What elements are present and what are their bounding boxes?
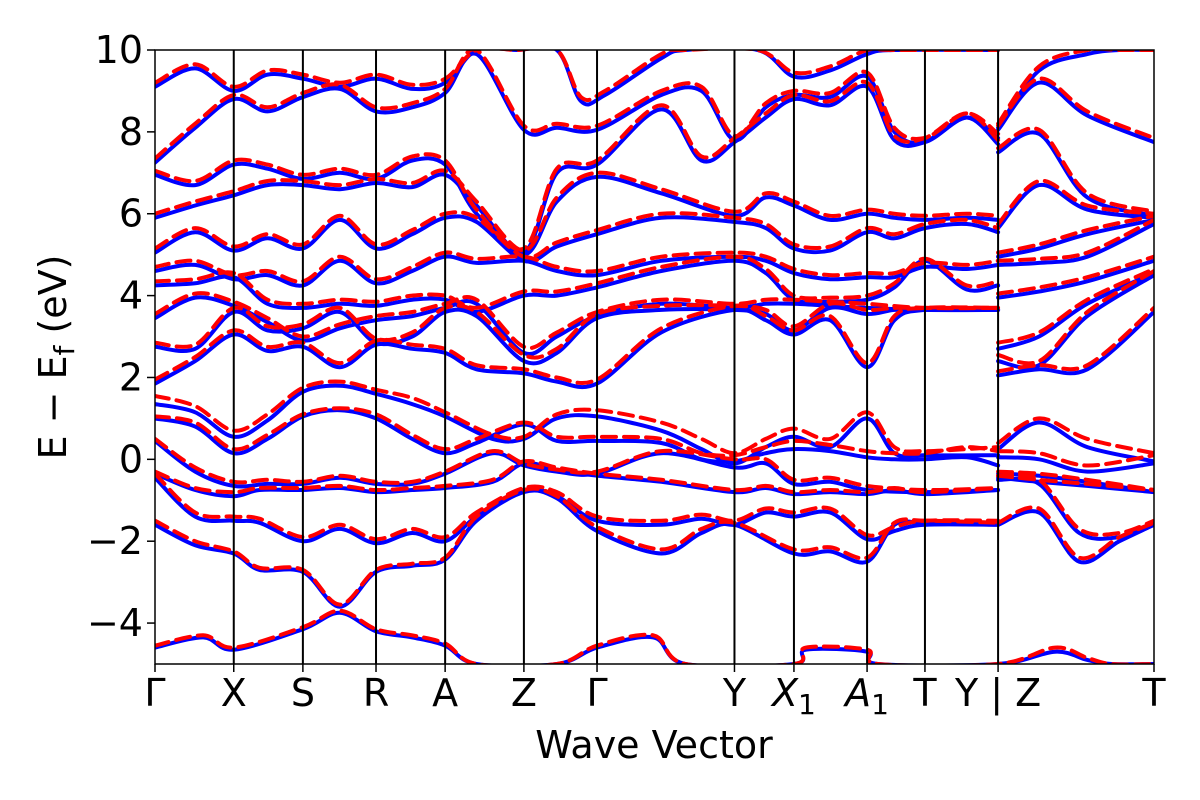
x-tick-label-3: R	[363, 671, 389, 715]
x-tick-label-2: S	[291, 671, 315, 715]
band-dashed-0-seg-0	[155, 608, 1154, 664]
band-solid-15-seg-1	[996, 80, 1154, 145]
band-dashed-6-seg-1	[996, 416, 1154, 456]
band-dashed-5-seg-1	[996, 449, 1154, 468]
y-axis-title-sub: f	[48, 344, 81, 355]
band-dashed-3-seg-0	[155, 458, 1001, 495]
y-tick-label-7: 10	[95, 28, 143, 72]
x-tick-label-8: X1	[770, 671, 816, 721]
high-symmetry-lines	[232, 50, 1000, 664]
band-dashed-7-seg-0	[155, 303, 1001, 385]
x-tick-label-6: Γ	[586, 671, 607, 715]
band-dashed-12-seg-1	[996, 213, 1154, 255]
band-solid-11-seg-0	[155, 254, 1001, 288]
band-dashed-5-seg-0	[155, 406, 1001, 458]
band-dashed-13-seg-0	[155, 168, 1001, 253]
band-dashed-6-seg-0	[155, 379, 1001, 456]
band-dashed-15-seg-0	[155, 50, 1001, 161]
band-dashed-4-seg-1	[996, 469, 1154, 492]
band-solid-4-seg-1	[996, 471, 1154, 495]
band-dashed-14-seg-1	[996, 126, 1154, 214]
x-tick-label-7: Y	[722, 671, 747, 715]
band-solid-6-seg-1	[996, 420, 1154, 464]
band-dashed-15-seg-1	[996, 76, 1154, 140]
band-solid-11-seg-1	[996, 222, 1154, 267]
band-dashed-7-seg-1	[996, 305, 1154, 374]
y-tick-label-3: 2	[119, 355, 143, 399]
x-tick-label-5: Z	[511, 671, 537, 715]
y-axis-title: E − Ef (eV)	[31, 255, 81, 460]
y-axis-title-unit: (eV)	[31, 255, 75, 346]
band-dashed-2-seg-1	[996, 472, 1154, 537]
band-dashed-8-seg-1	[996, 269, 1154, 366]
x-tick-label-9: A1	[842, 671, 889, 721]
band-dashed-11-seg-0	[155, 250, 1001, 284]
band-dashed-4-seg-0	[155, 436, 1001, 493]
band-solid-16-seg-1	[996, 50, 1154, 130]
band-solid-10-seg-1	[996, 258, 1154, 300]
plot-frame	[154, 49, 1155, 665]
x-tick-label-1: X	[221, 671, 247, 715]
band-dashed-10-seg-1	[996, 254, 1154, 296]
band-solid-13-seg-0	[155, 172, 1001, 257]
band-solid-1-seg-1	[996, 509, 1154, 565]
band-dashed-8-seg-0	[155, 301, 1001, 360]
bands-layer	[155, 50, 1154, 664]
band-solid-13-seg-1	[996, 183, 1154, 231]
band-solid-5-seg-1	[996, 455, 1154, 474]
x-tick-label-4: A	[432, 671, 458, 715]
y-tick-label-4: 4	[119, 274, 143, 318]
band-dashed-10-seg-0	[155, 254, 1001, 310]
band-dashed-9-seg-1	[996, 267, 1154, 345]
band-solid-6-seg-0	[155, 383, 1001, 466]
band-solid-4-seg-0	[155, 438, 1001, 495]
band-solid-8-seg-0	[155, 305, 1001, 366]
x-axis-title: Wave Vector	[535, 723, 773, 767]
x-tick-label-0: Γ	[144, 671, 165, 715]
y-tick-label-0: −4	[87, 601, 143, 645]
band-solid-7-seg-0	[155, 307, 1001, 390]
band-solid-5-seg-0	[155, 408, 1001, 468]
y-tick-label-2: 0	[119, 437, 143, 481]
band-dashed-2-seg-0	[155, 471, 1001, 542]
x-axis: Γ X S R A Z Γ Y X1 A1 T Y | Z T	[144, 664, 1166, 721]
band-dashed-16-seg-0	[155, 50, 1001, 103]
band-solid-7-seg-1	[996, 310, 1154, 378]
band-solid-14-seg-1	[996, 130, 1154, 218]
x-tick-label-11: Y | Z	[954, 671, 1041, 716]
y-tick-label-1: −2	[87, 519, 143, 563]
band-solid-16-seg-0	[155, 50, 1001, 107]
x-tick-label-12: T	[1141, 671, 1166, 715]
y-tick-label-6: 8	[119, 110, 143, 154]
band-dashed-13-seg-1	[996, 178, 1154, 226]
y-axis-title-main: E − E	[31, 355, 75, 459]
band-dashed-1-seg-0	[155, 486, 1001, 607]
band-solid-0-seg-0	[155, 610, 1154, 664]
band-solid-12-seg-1	[996, 217, 1154, 259]
y-tick-label-5: 6	[119, 192, 143, 236]
x-tick-label-10: T	[912, 671, 937, 715]
band-dashed-3-seg-1	[996, 473, 1154, 492]
band-solid-10-seg-0	[155, 258, 1001, 314]
band-solid-8-seg-1	[996, 273, 1154, 370]
y-axis: −4 −2 0 2 4 6 8 10	[87, 28, 155, 645]
band-dashed-12-seg-0	[155, 210, 1001, 260]
band-dashed-11-seg-1	[996, 217, 1154, 263]
band-solid-12-seg-0	[155, 214, 1001, 264]
band-dashed-16-seg-1	[996, 50, 1154, 126]
